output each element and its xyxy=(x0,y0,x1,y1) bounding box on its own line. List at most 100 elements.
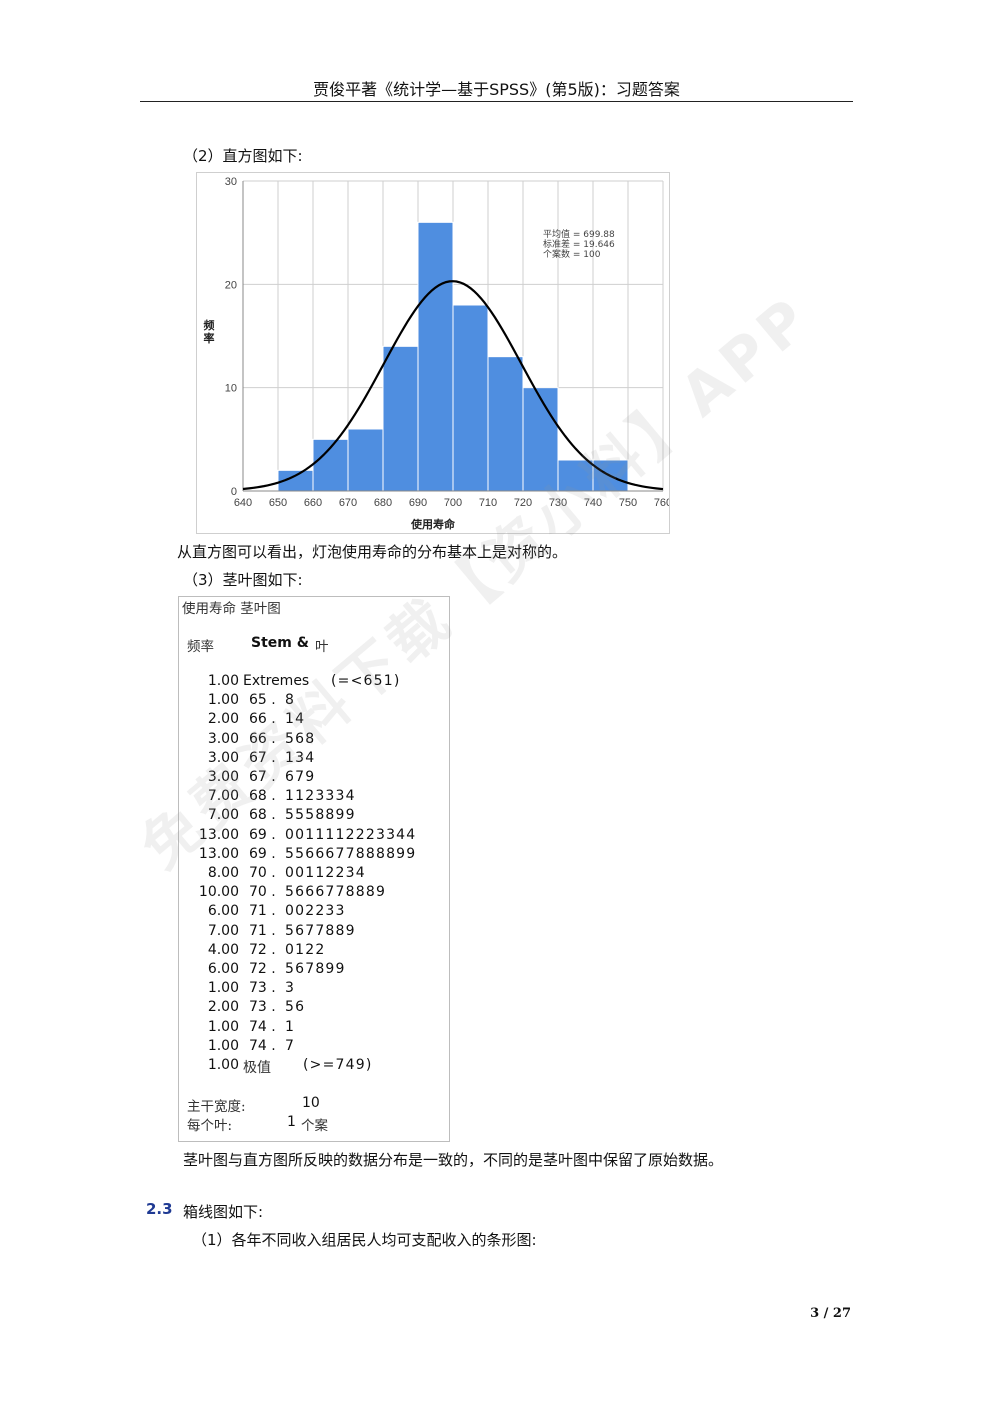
histogram-comment: 从直方图可以看出，灯泡使用寿命的分布基本上是对称的。 xyxy=(177,543,568,561)
x-tick-label: 690 xyxy=(409,497,427,509)
histogram-caption: （2）直方图如下: xyxy=(183,147,303,165)
normal-curve xyxy=(242,280,664,491)
row-leaf: 00112234 xyxy=(285,865,366,881)
stem-leaf-row: 7.00 71 . 5677889 xyxy=(179,923,447,942)
stem-leaf-title: 使用寿命 茎叶图 xyxy=(182,601,281,617)
y-axis-title-char: 频 xyxy=(204,318,215,332)
row-frequency: 7.00 xyxy=(207,922,239,939)
y-axis-title-char: 率 xyxy=(204,331,215,345)
each-leaf-value: 1 xyxy=(287,1114,296,1130)
row-leaf: 0122 xyxy=(285,941,326,958)
stem-leaf-row: 13.00 69 . 5566677888899 xyxy=(179,846,447,865)
row-frequency: 1.00 xyxy=(207,1018,239,1035)
row-leaf: 002233 xyxy=(285,903,346,920)
x-tick-label: 700 xyxy=(444,497,462,509)
row-leaf: 3 xyxy=(285,980,296,997)
stem-leaf-caption: （3）茎叶图如下: xyxy=(183,571,303,589)
bar-chart-caption: （1）各年不同收入组居民人均可支配收入的条形图: xyxy=(192,1231,537,1249)
stem-leaf-row: 2.00 73 . 56 xyxy=(179,999,447,1018)
x-tick-label: 680 xyxy=(374,497,392,509)
col-leaf-header: 叶 xyxy=(315,639,329,655)
each-leaf-unit: 个案 xyxy=(301,1118,328,1134)
row-stem: 74 . xyxy=(249,1037,276,1054)
row-frequency: 10.00 xyxy=(198,884,239,901)
stem-leaf-comment: 茎叶图与直方图所反映的数据分布是一致的，不同的是茎叶图中保留了原始数据。 xyxy=(183,1151,724,1169)
x-tick-label: 670 xyxy=(339,497,357,509)
histogram-bar xyxy=(417,221,454,492)
row-stem: 68 . xyxy=(249,807,276,824)
row-leaf: 0011112223344 xyxy=(285,826,417,843)
row-stem: 66 . xyxy=(249,711,276,728)
stem-leaf-row: 6.00 71 . 002233 xyxy=(179,903,447,922)
row-stem: 72 . xyxy=(249,961,276,977)
stem-width-value: 10 xyxy=(302,1095,320,1111)
row-leaf: 5558899 xyxy=(285,807,356,824)
histogram-bar xyxy=(347,428,384,492)
row-leaf: (=<651) xyxy=(331,673,401,689)
stem-leaf-row: 7.00 68 . 1123334 xyxy=(179,788,447,807)
stem-leaf-rows: 1.00 Extremes (=<651) 1.00 65 . 8 2.00 66 . 14 3.… xyxy=(179,673,447,1083)
stem-leaf-row: 13.00 69 . 0011112223344 xyxy=(179,827,447,846)
stem-leaf-row: 8.00 70 . 00112234 xyxy=(179,865,447,884)
stem-leaf-panel: 使用寿命 茎叶图 频率 Stem & 叶 1.00 Extremes (=<651)… xyxy=(178,596,450,1142)
row-stem: 71 . xyxy=(249,903,276,920)
row-leaf: 7 xyxy=(285,1037,296,1054)
each-leaf-label: 每个叶: xyxy=(187,1118,233,1134)
x-tick-label: 750 xyxy=(619,497,637,509)
row-frequency: 3.00 xyxy=(207,749,239,766)
stem-leaf-row: 1.00 极值 (>=749) xyxy=(179,1057,447,1076)
y-tick-label: 10 xyxy=(225,383,237,395)
row-frequency: 4.00 xyxy=(207,941,239,958)
row-stem: 67 . xyxy=(249,769,276,785)
x-tick-label: 740 xyxy=(584,497,602,509)
row-leaf: 8 xyxy=(285,692,296,709)
stem-leaf-row: 1.00 74 . 1 xyxy=(179,1019,447,1038)
x-axis-title: 使用寿命 xyxy=(410,517,456,531)
x-tick-label: 710 xyxy=(479,497,497,509)
stem-leaf-row: 3.00 66 . 568 xyxy=(179,731,447,750)
histogram-svg: 0 10 20 30 640 650 660 670 680 690 700 710 720 730 740… xyxy=(204,176,673,531)
section-title: 箱线图如下: xyxy=(183,1203,264,1221)
stem-width-label: 主干宽度: xyxy=(187,1099,246,1115)
row-leaf: 1 xyxy=(285,1018,296,1035)
page-number: 3 / 27 xyxy=(810,1306,851,1321)
row-leaf: 567899 xyxy=(285,961,346,977)
y-tick-label: 30 xyxy=(225,176,237,188)
stem-leaf-row: 2.00 66 . 14 xyxy=(179,711,447,730)
row-frequency: 13.00 xyxy=(198,845,239,862)
row-frequency: 6.00 xyxy=(207,903,239,920)
histogram-chart: 0 10 20 30 640 650 660 670 680 690 700 710 720 730 740… xyxy=(196,172,673,534)
row-leaf: 568 xyxy=(285,730,316,747)
section-number: 2.3 xyxy=(146,1200,173,1218)
x-tick-label: 720 xyxy=(514,497,532,509)
row-leaf: 5566677888899 xyxy=(285,845,417,862)
x-tick-label: 650 xyxy=(269,497,287,509)
row-frequency: 2.00 xyxy=(207,999,239,1016)
row-frequency: 7.00 xyxy=(207,788,239,805)
legend-stat: 标准差 = 19.646 xyxy=(543,238,615,250)
stem-leaf-row: 7.00 68 . 5558899 xyxy=(179,807,447,826)
col-stem-header: Stem & xyxy=(251,635,309,651)
row-frequency: 3.00 xyxy=(207,730,239,747)
row-leaf: 679 xyxy=(285,769,316,785)
row-stem: 73 . xyxy=(249,980,276,997)
row-stem: 74 . xyxy=(249,1018,276,1035)
histogram-bar xyxy=(452,304,489,492)
row-frequency: 1.00 xyxy=(207,673,239,689)
y-tick-label: 20 xyxy=(225,279,237,291)
row-stem: 65 . xyxy=(249,692,276,709)
row-frequency: 1.00 xyxy=(207,980,239,997)
y-tick-label: 0 xyxy=(231,486,237,498)
x-tick-label: 640 xyxy=(234,497,252,509)
row-stem: 69 . xyxy=(249,845,276,862)
histogram-bar xyxy=(487,356,524,492)
x-tick-label: 760 xyxy=(654,497,669,509)
row-leaf: 56 xyxy=(285,999,306,1016)
row-frequency: 1.00 xyxy=(207,1037,239,1054)
x-tick-label: 660 xyxy=(304,497,322,509)
row-stem: 66 . xyxy=(249,730,276,747)
stem-leaf-row: 1.00 73 . 3 xyxy=(179,980,447,999)
row-frequency: 8.00 xyxy=(207,865,239,881)
row-stem: 70 . xyxy=(249,865,276,881)
row-stem: 67 . xyxy=(249,749,276,766)
